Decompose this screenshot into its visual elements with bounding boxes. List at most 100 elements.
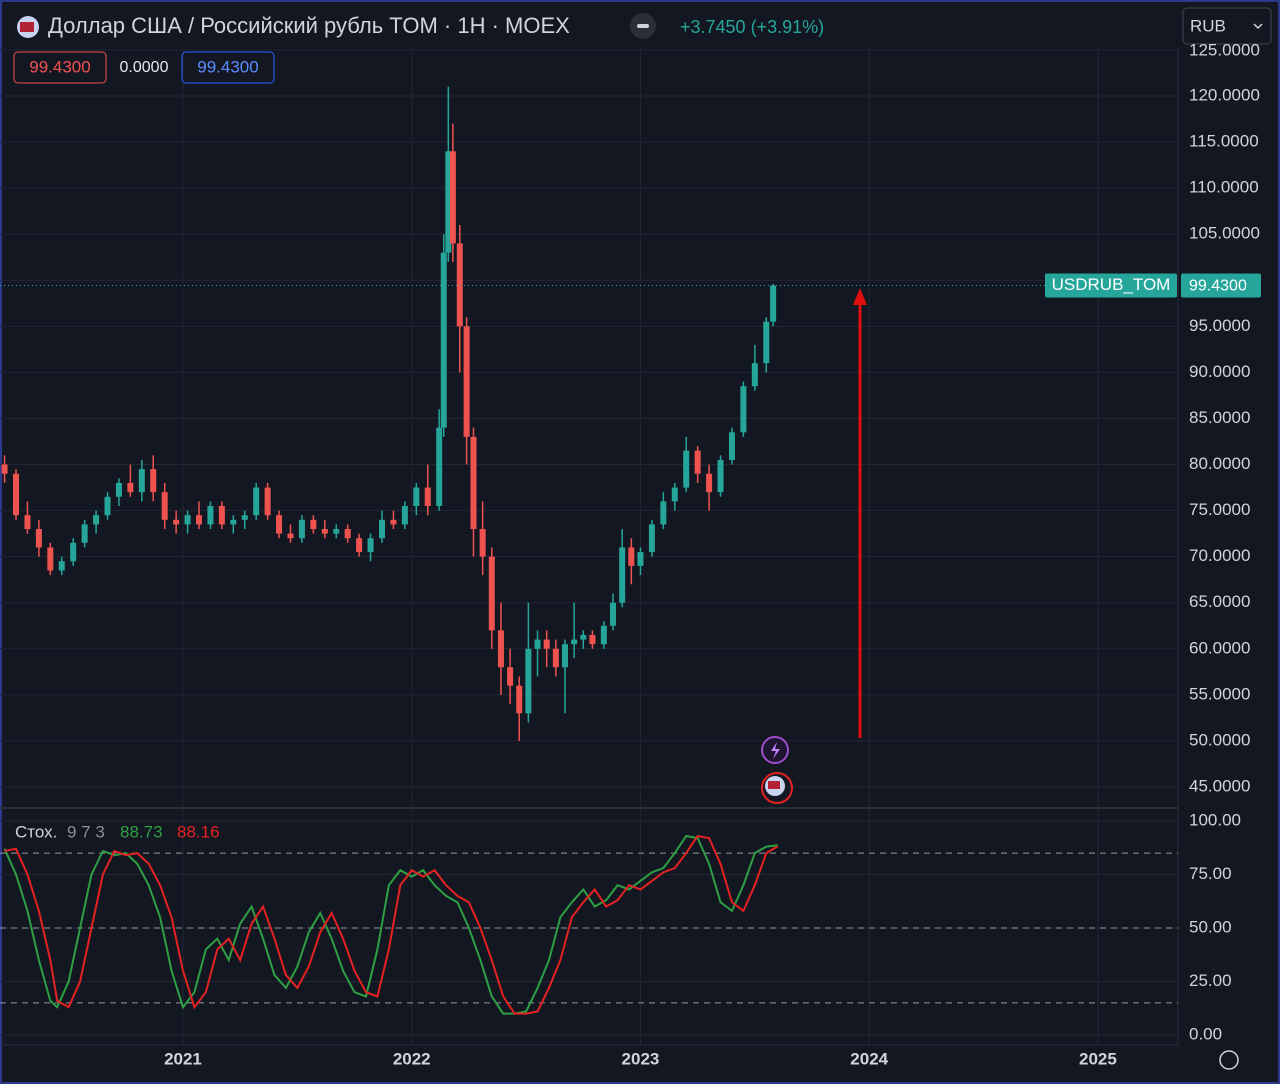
symbol-icon-flag bbox=[20, 22, 34, 32]
y-tick-label: 120.0000 bbox=[1189, 85, 1260, 104]
y-tick-label: 95.0000 bbox=[1189, 316, 1250, 335]
candle-body bbox=[671, 487, 678, 502]
candle-body bbox=[138, 469, 145, 493]
candle-body bbox=[600, 625, 607, 645]
candle-body bbox=[367, 538, 374, 553]
candle-body bbox=[728, 432, 735, 460]
earnings-icon[interactable] bbox=[761, 772, 793, 804]
candle-body bbox=[104, 496, 111, 516]
candle-body bbox=[424, 487, 431, 506]
candle-body bbox=[47, 547, 54, 571]
candle-body bbox=[694, 450, 701, 474]
y-tick-label: 65.0000 bbox=[1189, 592, 1250, 611]
indicator-title: Стох. bbox=[15, 822, 57, 841]
candle-body bbox=[230, 519, 237, 525]
y-tick-label: 45.0000 bbox=[1189, 776, 1250, 795]
candle-body bbox=[516, 685, 523, 714]
candle-body bbox=[580, 634, 587, 640]
candle-body bbox=[287, 533, 294, 539]
y-tick-label: 115.0000 bbox=[1189, 132, 1259, 151]
indicator-params: 9 7 3 bbox=[67, 822, 105, 841]
candle-body bbox=[207, 505, 214, 525]
candle-body bbox=[333, 529, 340, 534]
y-tick-label: 105.0000 bbox=[1189, 224, 1260, 243]
bid-box[interactable] bbox=[13, 51, 107, 84]
candle-body bbox=[683, 450, 690, 488]
candle-body bbox=[751, 363, 758, 387]
y-tick-label: 90.0000 bbox=[1189, 362, 1250, 381]
collapse-icon bbox=[637, 24, 649, 28]
candle-body bbox=[390, 519, 397, 525]
lightning bbox=[771, 742, 780, 759]
candle-body bbox=[763, 321, 770, 364]
candle-body bbox=[344, 529, 351, 539]
candle-body bbox=[161, 492, 168, 520]
candle-body bbox=[470, 436, 477, 530]
candle-body bbox=[628, 547, 635, 566]
candle-body bbox=[706, 473, 713, 493]
candle-body bbox=[321, 529, 328, 534]
flag-stripes bbox=[768, 781, 780, 789]
candle-body bbox=[196, 515, 203, 525]
y-tick-label: 55.0000 bbox=[1189, 684, 1250, 703]
candle-body bbox=[456, 243, 463, 327]
y-tick-label: 75.0000 bbox=[1189, 500, 1250, 519]
change: +3.7450 (+3.91%) bbox=[680, 17, 824, 37]
candle-body bbox=[310, 519, 317, 530]
symbol-label-box bbox=[1045, 273, 1177, 298]
dropdown-arrow bbox=[1253, 23, 1263, 30]
candle-body bbox=[561, 644, 568, 668]
candle-body bbox=[35, 529, 42, 548]
x-tick-label: 2025 bbox=[1079, 1049, 1117, 1068]
candle-body bbox=[253, 487, 260, 516]
candle-body bbox=[401, 505, 408, 525]
settings-icon[interactable] bbox=[1219, 1050, 1239, 1070]
y-tick-label: 85.0000 bbox=[1189, 408, 1250, 427]
y-tick-label: 110.0000 bbox=[1189, 178, 1259, 197]
y-tick-label: 100.00 bbox=[1189, 810, 1241, 829]
symbol-label: USDRUB_TOM bbox=[1052, 275, 1171, 294]
candle-body bbox=[115, 482, 122, 497]
y-tick-label: 70.0000 bbox=[1189, 546, 1250, 565]
candle-body bbox=[298, 519, 305, 539]
candle-body bbox=[173, 519, 180, 525]
indicator-d: 88.16 bbox=[177, 822, 220, 841]
plot bbox=[0, 86, 1178, 1015]
stoch-line bbox=[3, 834, 778, 1015]
x-tick-label: 2021 bbox=[164, 1049, 202, 1068]
indicator-k: 88.73 bbox=[120, 822, 163, 841]
candle-body bbox=[534, 639, 541, 649]
candle-body bbox=[241, 515, 248, 520]
candle-body bbox=[610, 602, 617, 626]
y-tick-label: 80.0000 bbox=[1189, 454, 1250, 473]
grid bbox=[0, 48, 1178, 1045]
ask: 99.4300 bbox=[197, 57, 258, 76]
ask-box[interactable] bbox=[181, 51, 275, 84]
candle-body bbox=[70, 542, 77, 562]
candle-body bbox=[488, 556, 495, 631]
title: Доллар США / Российский рубль TOM · 1H ·… bbox=[48, 13, 570, 38]
candle-body bbox=[440, 252, 447, 428]
y-tick-label: 0.00 bbox=[1189, 1024, 1222, 1043]
candle-body bbox=[589, 634, 596, 645]
candle-body bbox=[218, 505, 225, 525]
candle-body bbox=[436, 427, 443, 506]
currency-select[interactable] bbox=[1182, 7, 1272, 45]
candle-body bbox=[463, 326, 470, 437]
candle-body bbox=[543, 639, 550, 649]
y-tick-label: 50.00 bbox=[1189, 917, 1232, 936]
candle-body bbox=[276, 515, 283, 534]
arrow-head bbox=[853, 288, 867, 305]
candle-body bbox=[13, 473, 20, 516]
spread: 0.0000 bbox=[120, 59, 169, 76]
candle-body bbox=[449, 151, 456, 244]
y-tick-label: 125.0000 bbox=[1189, 40, 1260, 59]
candle-body bbox=[264, 487, 271, 516]
price-label: 99.4300 bbox=[1189, 278, 1247, 295]
candle-body bbox=[497, 630, 504, 668]
candle-body bbox=[717, 459, 724, 493]
candle-body bbox=[1, 464, 8, 474]
candle-body bbox=[58, 561, 65, 571]
y-tick-label: 50.0000 bbox=[1189, 730, 1250, 749]
